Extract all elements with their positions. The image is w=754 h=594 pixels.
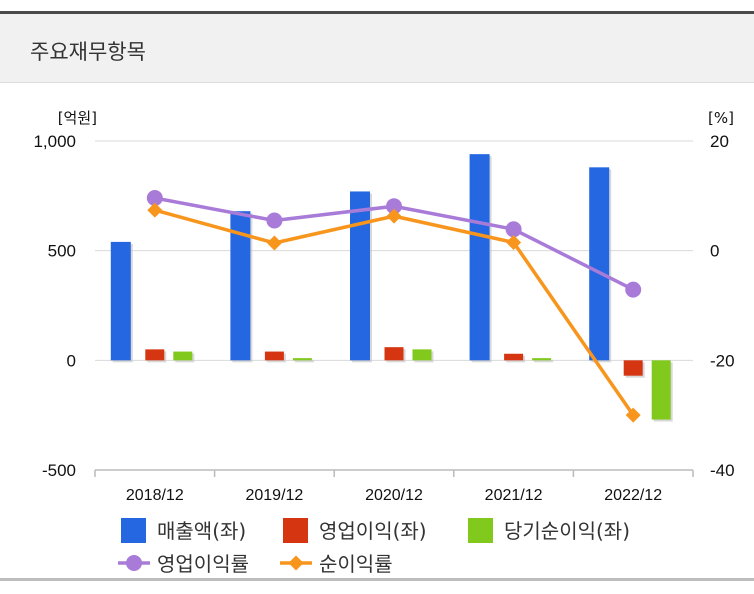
marker-operating-margin bbox=[146, 190, 163, 207]
bar-shadow bbox=[534, 360, 554, 363]
bar-revenue bbox=[589, 167, 610, 361]
left-tick-label: 500 bbox=[48, 242, 76, 261]
right-tick-label: 20 bbox=[710, 132, 729, 151]
legend-label: 순이익률 bbox=[319, 552, 393, 576]
bar-operating-profit bbox=[384, 347, 404, 361]
marker-net-margin bbox=[266, 235, 282, 251]
bar-operating-profit bbox=[623, 360, 643, 376]
x-tick-label: 2022/12 bbox=[604, 487, 662, 504]
x-tick-label: 2019/12 bbox=[245, 487, 303, 504]
right-tick-label: -20 bbox=[710, 351, 735, 370]
bar-revenue bbox=[230, 211, 251, 361]
legend-swatch bbox=[121, 518, 146, 543]
bar-net-income bbox=[412, 349, 432, 361]
top-border bbox=[0, 11, 754, 14]
marker-net-margin bbox=[147, 202, 163, 218]
marker-operating-margin bbox=[625, 281, 642, 298]
bar-net-income bbox=[173, 351, 193, 361]
bar-net-income bbox=[292, 358, 312, 361]
bar-operating-profit bbox=[264, 351, 284, 361]
bar-net-income bbox=[651, 360, 671, 420]
bar-operating-profit bbox=[504, 353, 524, 361]
left-tick-label: 1,000 bbox=[33, 132, 76, 151]
right-axis-unit: [%] bbox=[708, 109, 734, 127]
marker-net-margin bbox=[625, 407, 641, 423]
section-header: 주요재무항목 bbox=[0, 14, 754, 83]
marker-operating-margin bbox=[266, 212, 283, 229]
marker-net-margin bbox=[506, 234, 522, 250]
legend-label: 당기순이익(좌) bbox=[504, 519, 630, 543]
section-title: 주요재무항목 bbox=[30, 40, 146, 64]
bottom-border bbox=[0, 578, 754, 581]
marker-net-margin bbox=[386, 208, 402, 224]
legend-swatch bbox=[283, 518, 308, 543]
legend-swatch bbox=[468, 518, 493, 543]
legend-label: 영업이익(좌) bbox=[319, 519, 427, 543]
bar-revenue bbox=[350, 191, 370, 361]
bar-revenue bbox=[110, 241, 131, 361]
left-tick-label: -500 bbox=[42, 461, 76, 480]
x-tick-label: 2021/12 bbox=[485, 487, 543, 504]
left-axis-unit: [억원] bbox=[58, 109, 97, 127]
legend-marker bbox=[126, 555, 142, 571]
bar-net-income bbox=[532, 358, 552, 361]
legend-marker bbox=[288, 555, 304, 571]
bar-shadow bbox=[294, 360, 314, 363]
legend-label: 매출액(좌) bbox=[157, 519, 246, 543]
line-net-margin bbox=[154, 208, 635, 417]
x-tick-label: 2020/12 bbox=[365, 487, 423, 504]
marker-operating-margin bbox=[386, 198, 402, 215]
bar-operating-profit bbox=[145, 349, 165, 361]
x-tick-label: 2018/12 bbox=[126, 487, 184, 504]
marker-operating-margin bbox=[505, 221, 522, 238]
left-tick-label: 0 bbox=[67, 351, 76, 370]
bar-revenue bbox=[469, 154, 490, 361]
right-tick-label: 0 bbox=[710, 242, 719, 261]
legend-label: 영업이익률 bbox=[157, 552, 249, 576]
right-tick-label: -40 bbox=[710, 461, 735, 480]
